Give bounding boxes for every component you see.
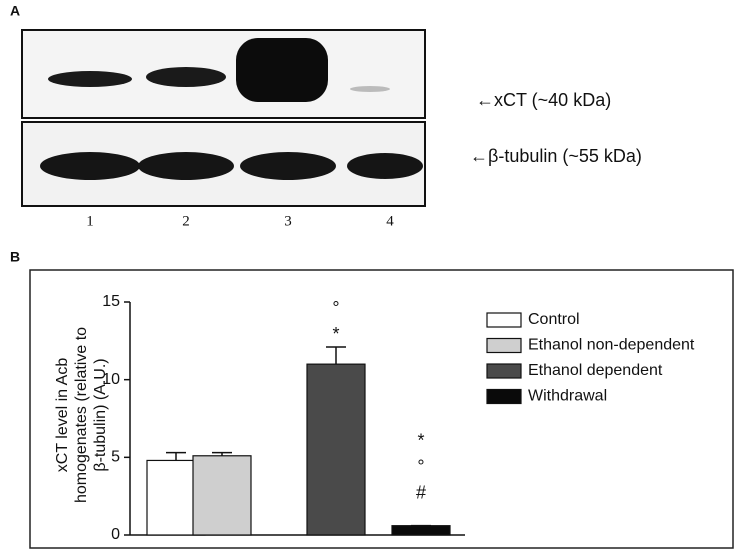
significance-mark: # bbox=[416, 482, 426, 502]
legend-label: Withdrawal bbox=[528, 388, 607, 405]
y-tick-label: 0 bbox=[111, 526, 120, 543]
legend-label: Ethanol non-dependent bbox=[528, 337, 695, 354]
plot: 0 5 10 15 xCT level in Acb homogenates (relat… bbox=[54, 293, 695, 543]
significance-mark: * bbox=[332, 324, 339, 344]
blot bbox=[21, 29, 426, 207]
y-axis-label: xCT level in Acb homogenates (relative to… bbox=[54, 327, 109, 503]
lane-label: 2 bbox=[182, 213, 190, 229]
band bbox=[48, 71, 132, 87]
bar bbox=[306, 363, 366, 536]
lane-label: 4 bbox=[386, 213, 394, 229]
band bbox=[40, 152, 140, 180]
legend-swatch bbox=[486, 388, 522, 405]
legend-swatch bbox=[486, 363, 522, 379]
y-axis-label-line: β-tubulin) (A.U.) bbox=[92, 358, 109, 471]
y-tick-label: 5 bbox=[111, 449, 120, 466]
band bbox=[236, 38, 328, 102]
significance-mark: * bbox=[417, 430, 424, 450]
legend-label: Ethanol dependent bbox=[528, 362, 663, 379]
y-tick-label: 10 bbox=[102, 371, 120, 388]
panel-frame bbox=[29, 269, 734, 549]
significance-mark: ° bbox=[417, 456, 424, 476]
y-tick-label: 15 bbox=[102, 293, 120, 310]
panel-label: A bbox=[10, 3, 20, 19]
band bbox=[350, 86, 390, 92]
legend-label: Control bbox=[528, 311, 580, 328]
panel-label: B bbox=[10, 249, 20, 265]
bar bbox=[192, 455, 252, 536]
lane-label: 3 bbox=[284, 213, 292, 229]
legend-swatch bbox=[486, 312, 522, 328]
y-axis-label-line: xCT level in Acb bbox=[54, 358, 71, 473]
band bbox=[347, 153, 423, 179]
band bbox=[240, 152, 336, 180]
bar bbox=[391, 525, 451, 536]
band bbox=[146, 67, 226, 87]
band-label: ←β-tubulin (~55 kDa) bbox=[470, 146, 642, 166]
lane-label: 1 bbox=[86, 213, 94, 229]
band-label: ←xCT (~40 kDa) bbox=[476, 90, 611, 110]
significance-mark: ° bbox=[332, 298, 339, 318]
legend-swatch bbox=[486, 337, 522, 354]
band bbox=[138, 152, 234, 180]
y-axis-label-line: homogenates (relative to bbox=[73, 327, 90, 503]
